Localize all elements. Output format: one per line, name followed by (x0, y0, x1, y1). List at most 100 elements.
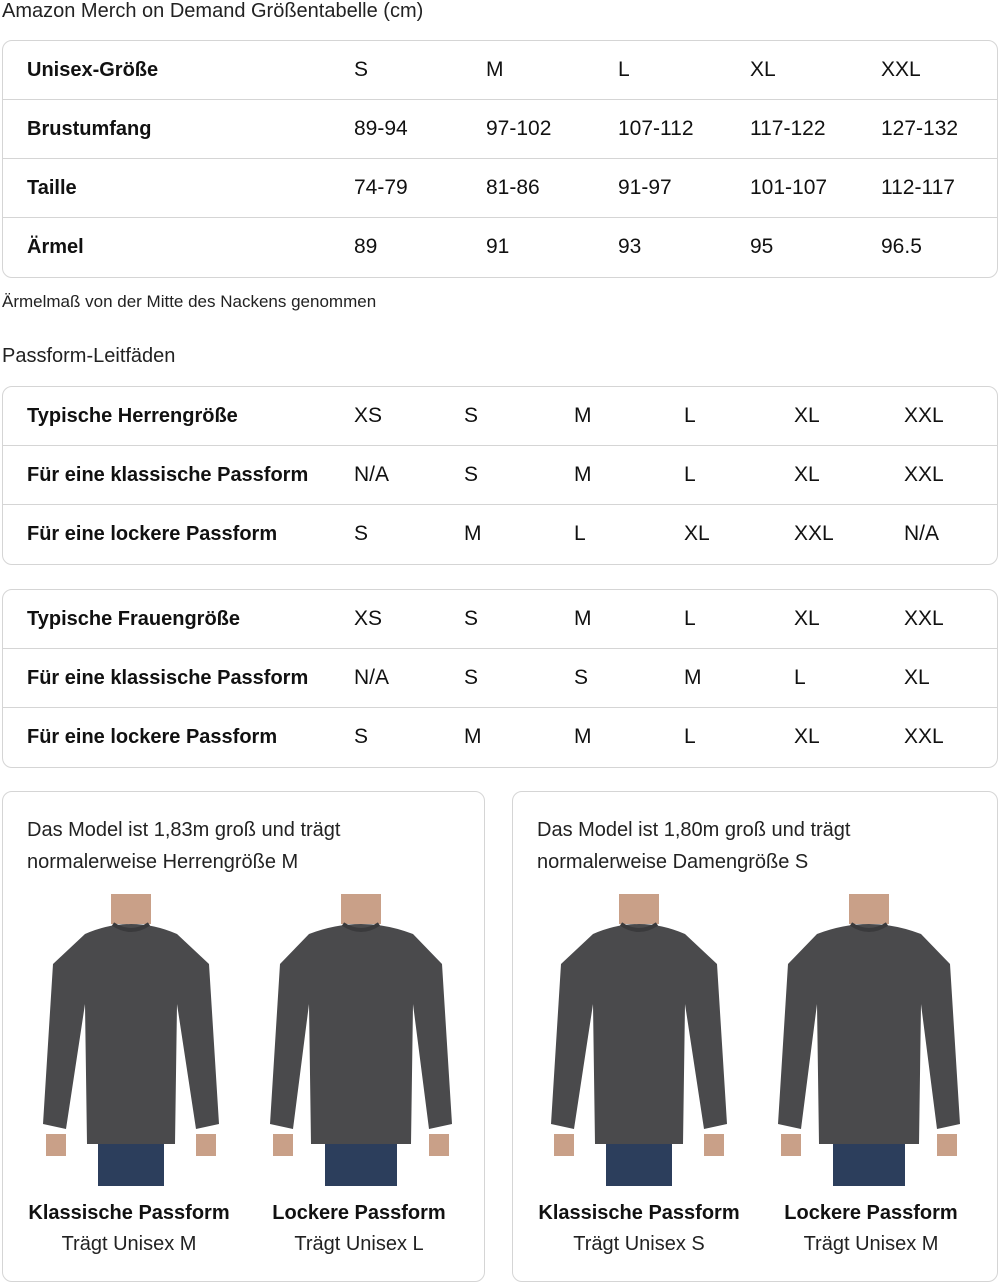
table-cell: XXL (881, 58, 921, 81)
table-cell: XL (794, 463, 820, 486)
men-fit-table: Typische Herrengröße XS S M L XL XXL Für eine k… (2, 386, 998, 565)
hand (429, 1134, 449, 1156)
sleeve-note: Ärmelmaß von der Mitte des Nackens genom… (2, 292, 377, 311)
table-cell: L (618, 58, 630, 81)
table-cell: XXL (794, 522, 834, 545)
hand (554, 1134, 574, 1156)
table-cell: XL (904, 666, 930, 689)
table-row: Für eine lockere Passform S M L XL XXL N/A (3, 505, 997, 564)
table-cell: L (684, 725, 696, 748)
fit-size: Trägt Unisex L (294, 1233, 424, 1255)
fit-name: Klassische Passform (28, 1202, 230, 1224)
table-row: Für eine klassische Passform N/A S M L XL XXL (3, 446, 997, 505)
size-chart-title: Amazon Merch on Demand Größentabelle (cm… (2, 0, 424, 22)
sweatshirt (551, 924, 727, 1144)
table-cell: 93 (618, 235, 642, 258)
fit-size: Trägt Unisex M (803, 1233, 939, 1255)
table-cell: L (684, 404, 696, 427)
row-label: Für eine lockere Passform (27, 523, 278, 545)
table-cell: L (684, 463, 696, 486)
model-head (849, 894, 889, 924)
table-cell: N/A (354, 666, 390, 689)
card-text: normalerweise Herrengröße M (27, 851, 299, 873)
table-cell: 95 (750, 235, 774, 258)
hand (781, 1134, 801, 1156)
table-cell: S (464, 404, 479, 427)
table-row: Typische Herrengröße XS S M L XL XXL (3, 387, 997, 446)
card-text: Das Model ist 1,83m groß und trägt (27, 819, 341, 841)
table-cell: M (464, 725, 482, 748)
table-cell: XXL (904, 607, 944, 630)
table-row: Typische Frauengröße XS S M L XL XXL (3, 590, 997, 649)
table-cell: 89-94 (354, 117, 408, 140)
card-text: normalerweise Damengröße S (537, 851, 809, 873)
table-cell: XXL (904, 725, 944, 748)
table-cell: 97-102 (486, 117, 552, 140)
table-cell: L (794, 666, 806, 689)
row-label: Unisex-Größe (27, 59, 159, 81)
table-cell: S (464, 666, 479, 689)
table-cell: 112-117 (881, 176, 955, 199)
table-row: Für eine klassische Passform N/A S S M L XL (3, 649, 997, 708)
table-cell: L (574, 522, 586, 545)
fit-size: Trägt Unisex M (61, 1233, 197, 1255)
model-photo-classic-women (539, 894, 739, 1186)
model-head (111, 894, 151, 924)
table-row: Taille 74-79 81-86 91-97 101-107 112-117 (3, 159, 997, 218)
women-model-card: Das Model ist 1,80m groß und trägt normal… (512, 791, 998, 1282)
fit-name: Lockere Passform (272, 1202, 446, 1224)
fit-name: Klassische Passform (538, 1202, 740, 1224)
model-head (341, 894, 381, 924)
hand (273, 1134, 293, 1156)
row-label: Taille (27, 177, 77, 199)
table-cell: XL (750, 58, 776, 81)
table-cell: XL (794, 404, 820, 427)
women-fit-table: Typische Frauengröße XS S M L XL XXL Für eine k… (2, 589, 998, 768)
table-row: Brustumfang 89-94 97-102 107-112 117-122 127-… (3, 100, 997, 159)
table-cell: N/A (354, 463, 390, 486)
row-label: Typische Herrengröße (27, 405, 238, 427)
table-cell: 101-107 (750, 176, 828, 199)
sweatshirt (270, 924, 452, 1144)
row-label: Für eine klassische Passform (27, 667, 309, 689)
table-cell: 89 (354, 235, 378, 258)
table-cell: 117-122 (750, 117, 826, 140)
table-cell: S (464, 607, 479, 630)
hand (196, 1134, 216, 1156)
table-cell: L (684, 607, 696, 630)
model-photo-classic-men (31, 894, 231, 1186)
size-table: Unisex-Größe S M L XL XXL Brustumfang 89-94 97-1… (2, 40, 998, 278)
table-row: Ärmel 89 91 93 95 96.5 (3, 218, 997, 277)
table-cell: 96.5 (881, 235, 922, 258)
hand (704, 1134, 724, 1156)
model-head (619, 894, 659, 924)
row-label: Für eine lockere Passform (27, 726, 278, 748)
row-label: Ärmel (27, 236, 84, 258)
table-cell: S (574, 666, 589, 689)
table-cell: S (464, 463, 479, 486)
table-cell: N/A (904, 522, 940, 545)
table-cell: M (574, 463, 592, 486)
table-cell: XS (354, 404, 383, 427)
table-cell: M (574, 404, 592, 427)
table-cell: XL (684, 522, 710, 545)
table-cell: M (464, 522, 482, 545)
table-cell: M (486, 58, 504, 81)
model-photo-relaxed-women (769, 894, 969, 1186)
row-label: Brustumfang (27, 118, 152, 140)
card-text: Das Model ist 1,80m groß und trägt (537, 819, 851, 841)
table-cell: M (574, 607, 592, 630)
table-cell: 127-132 (881, 117, 959, 140)
hand (46, 1134, 66, 1156)
table-cell: M (574, 725, 592, 748)
table-cell: S (354, 522, 369, 545)
table-cell: 91-97 (618, 176, 672, 199)
table-row: Unisex-Größe S M L XL XXL (3, 41, 997, 100)
fit-name: Lockere Passform (784, 1202, 958, 1224)
table-cell: 81-86 (486, 176, 540, 199)
sweatshirt (43, 924, 219, 1144)
table-cell: XL (794, 607, 820, 630)
table-row: Für eine lockere Passform S M M L XL XXL (3, 708, 997, 767)
table-cell: S (354, 725, 369, 748)
fit-size: Trägt Unisex S (573, 1233, 705, 1255)
